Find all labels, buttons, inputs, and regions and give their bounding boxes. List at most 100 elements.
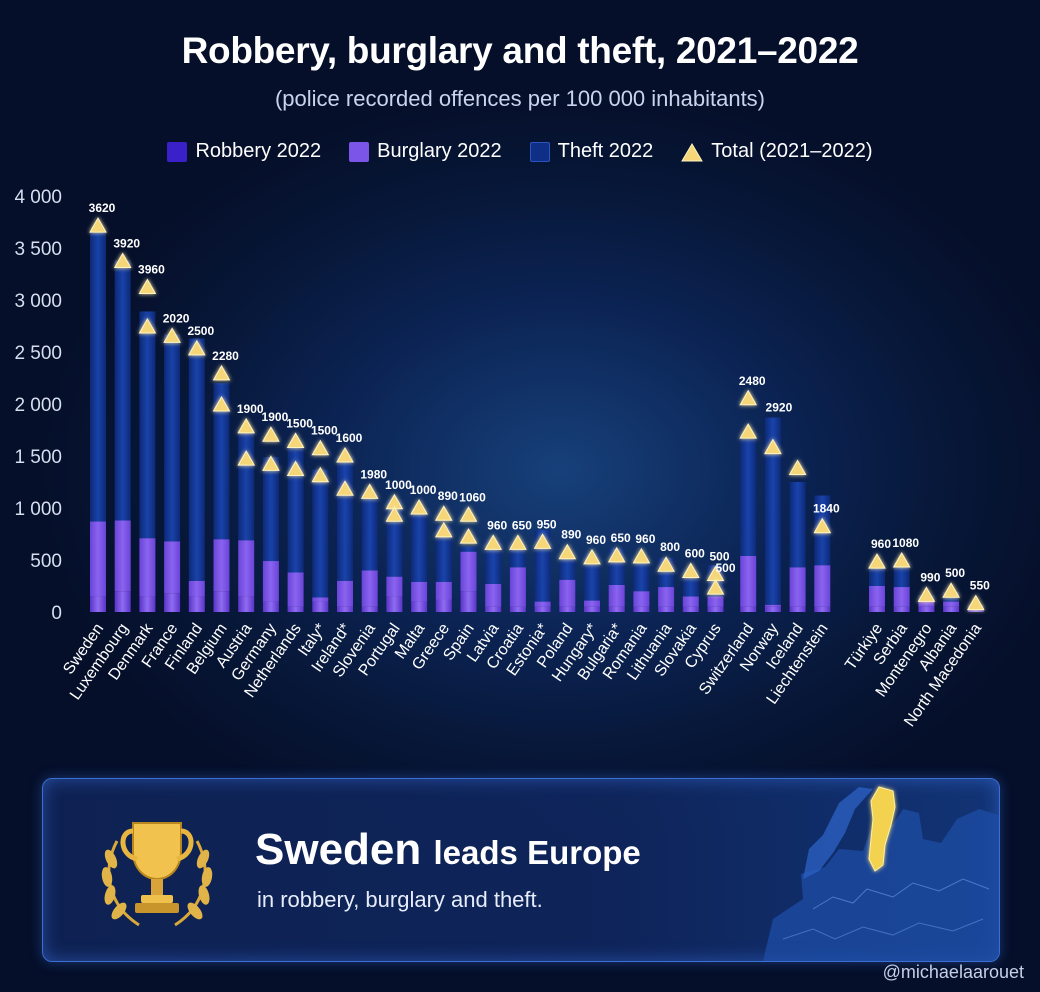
bar-burglary (740, 555, 757, 607)
europe-map-icon (763, 786, 999, 961)
bar-burglary (139, 538, 156, 597)
y-tick-label: 500 (30, 551, 62, 572)
bar-robbery (584, 606, 600, 612)
total-marker (681, 562, 700, 578)
bar-robbery (869, 606, 885, 612)
bar-burglary (584, 600, 600, 607)
bar-theft (188, 338, 205, 581)
legend-item-robbery: Robbery 2022 (167, 140, 321, 163)
total-marker (286, 432, 305, 448)
total-label: 2020 (163, 311, 190, 325)
total-label: 1500 (311, 424, 338, 438)
bar-robbery (893, 606, 910, 612)
total-label: 800 (660, 540, 680, 554)
total-marker (262, 455, 280, 471)
total-marker (138, 278, 157, 295)
bar-burglary (764, 604, 781, 607)
bar-theft (411, 508, 428, 582)
total-label: 960 (487, 518, 507, 532)
total-marker (410, 498, 428, 515)
bar-burglary (213, 539, 230, 592)
total-marker (311, 439, 330, 456)
total-label: 1000 (385, 478, 412, 492)
bar-robbery (435, 599, 452, 612)
bar-burglary (707, 596, 724, 607)
total-label: 600 (685, 546, 705, 560)
total-label: 960 (586, 533, 606, 547)
total-marker (706, 579, 725, 595)
bar-burglary (559, 579, 576, 607)
total-marker (509, 534, 527, 550)
total-label: 2500 (187, 324, 214, 338)
bar-burglary (90, 521, 106, 597)
bar-theft (460, 546, 477, 552)
bar-robbery (485, 606, 502, 612)
bar-theft (559, 555, 576, 580)
bar-robbery (707, 606, 724, 612)
total-marker (813, 517, 832, 534)
total-label: 1000 (410, 483, 437, 497)
total-label: 890 (438, 489, 458, 503)
total-label: 650 (611, 531, 631, 545)
total-marker (113, 252, 132, 269)
bar-robbery (337, 606, 353, 612)
total-marker (360, 483, 379, 499)
y-tick-label: 2 500 (14, 343, 62, 364)
bar-burglary (608, 584, 625, 607)
bar-burglary (918, 599, 935, 607)
total-label: 500 (709, 550, 729, 564)
total-marker (434, 505, 453, 521)
total-label: 1600 (336, 431, 363, 445)
bar-theft (764, 417, 781, 605)
total-marker (459, 528, 478, 544)
bar-robbery (740, 606, 757, 612)
bar-theft (633, 560, 650, 592)
total-marker (187, 339, 206, 356)
banner-subline: in robbery, burglary and theft. (257, 887, 543, 912)
bar-burglary (238, 540, 255, 597)
total-marker (607, 546, 626, 563)
total-marker (237, 450, 256, 466)
bar-burglary (312, 597, 329, 602)
total-marker (966, 594, 985, 611)
y-tick-label: 2 000 (14, 395, 62, 416)
total-marker (237, 417, 256, 434)
bar-robbery (682, 606, 699, 612)
total-label: 500 (945, 566, 965, 580)
y-tick-label: 0 (51, 603, 62, 624)
bar-robbery (764, 606, 781, 612)
legend-label-total: Total (2021–2022) (711, 140, 873, 162)
author-credit: @michaelaarouet (882, 962, 1024, 982)
total-marker (212, 364, 231, 381)
bar-theft (789, 482, 806, 568)
total-label: 950 (537, 517, 557, 531)
bar-burglary (869, 586, 885, 607)
legend-item-theft: Theft 2022 (529, 140, 653, 163)
y-tick-label: 1 500 (14, 447, 62, 468)
bar-robbery (386, 596, 403, 612)
bar-robbery (814, 606, 831, 612)
total-marker (942, 582, 960, 598)
total-markers (89, 217, 985, 611)
bar-theft (287, 445, 304, 573)
chart-subtitle: (police recorded offences per 100 000 in… (274, 86, 766, 111)
total-label: 1900 (237, 402, 264, 416)
bars (90, 232, 984, 612)
bar-theft (139, 311, 156, 539)
total-label: 960 (635, 532, 655, 546)
total-label: 2480 (739, 374, 766, 388)
bar-theft (114, 260, 131, 521)
bar-theft (90, 232, 106, 522)
y-tick-label: 4 000 (14, 187, 62, 208)
total-marker (868, 553, 886, 569)
bar-burglary (943, 601, 960, 607)
triangle-icon (681, 142, 704, 161)
total-label: 1060 (459, 490, 486, 504)
total-marker (892, 552, 911, 568)
bar-burglary (509, 567, 526, 607)
summary-banner: Sweden leads Europe in robbery, burglary… (42, 778, 1000, 962)
total-marker (163, 327, 181, 343)
legend-swatch-burglary (349, 141, 370, 162)
total-label: 1980 (360, 467, 387, 481)
bar-burglary (386, 576, 403, 597)
